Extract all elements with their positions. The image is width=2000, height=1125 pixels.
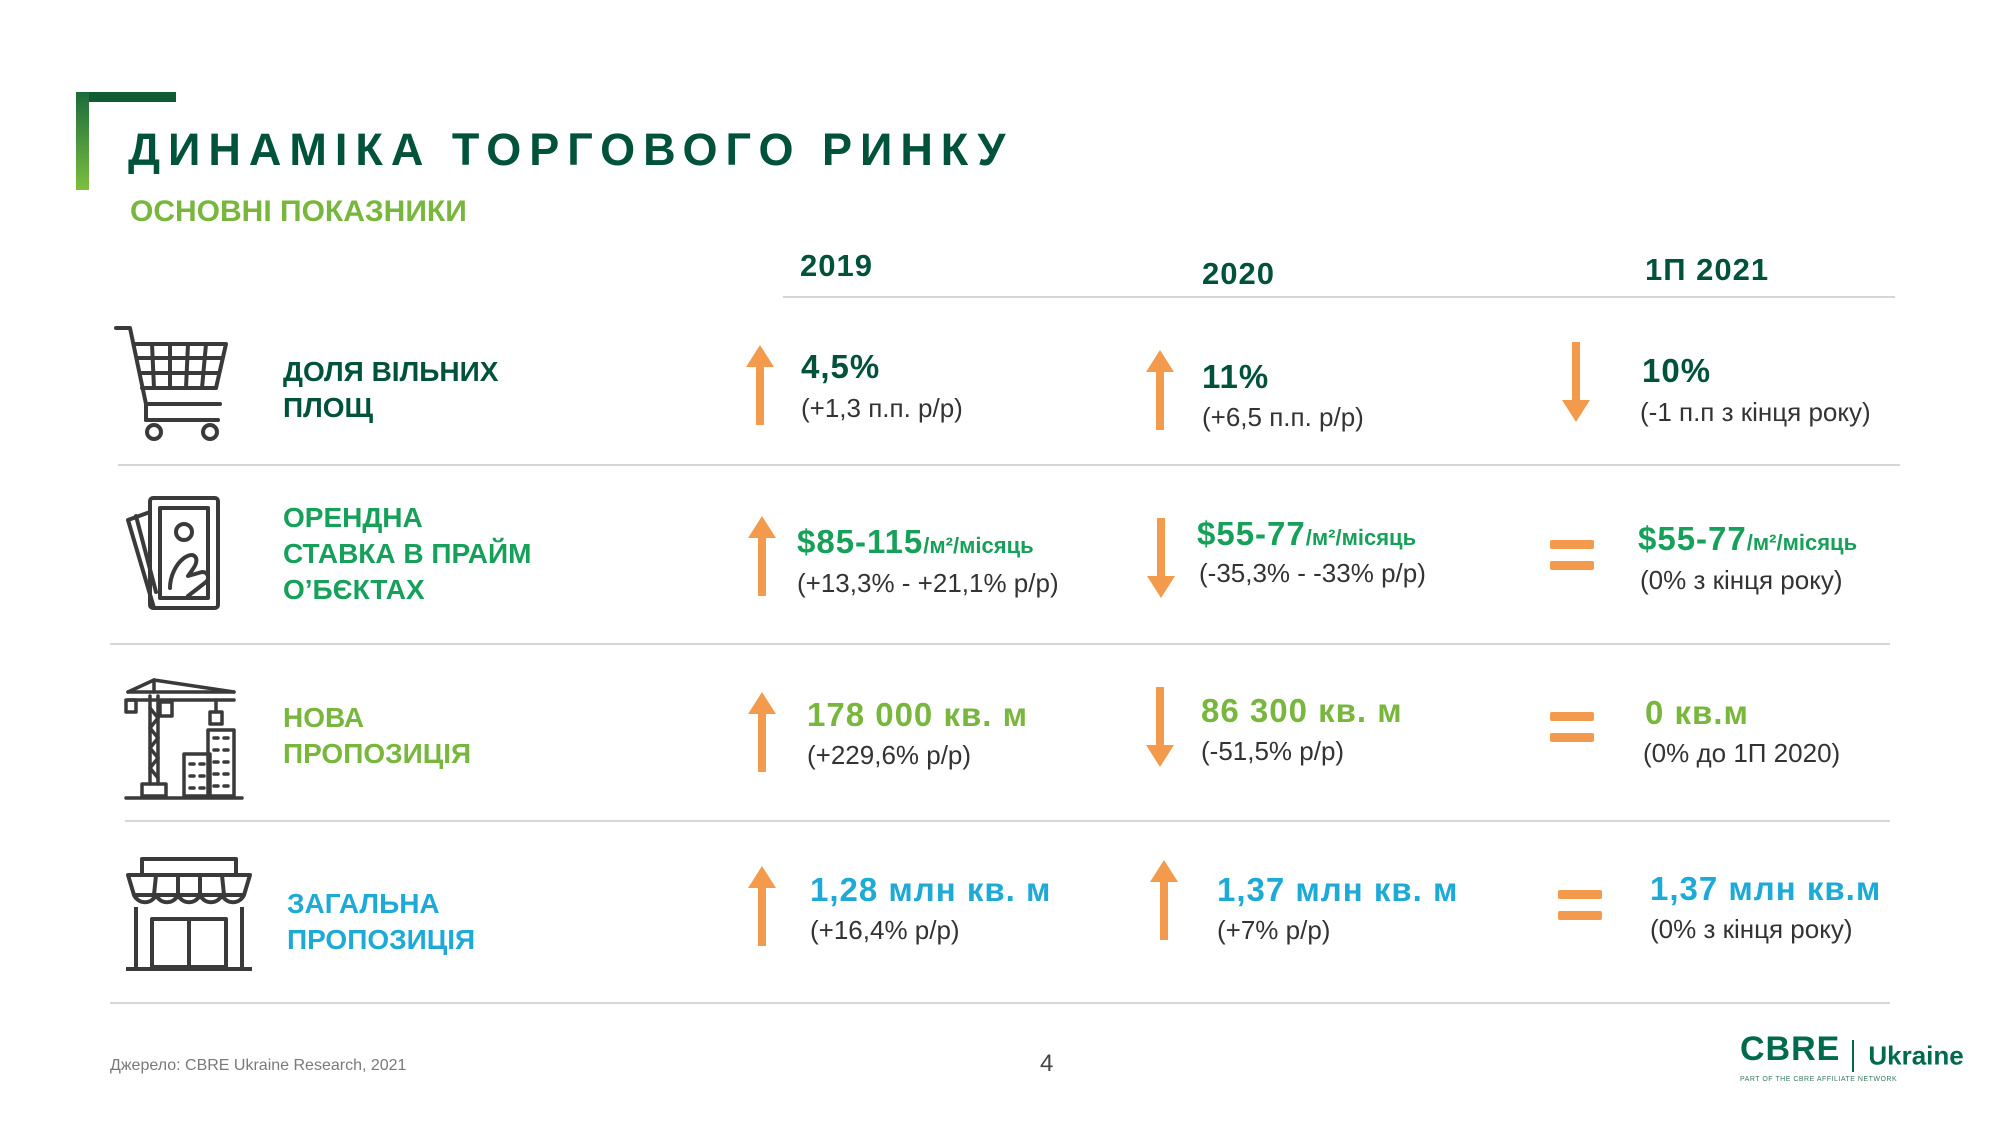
change-total-supply-1h2021: (0% з кінця року) <box>1650 914 1853 944</box>
equals-icon <box>1550 712 1594 742</box>
row-label-line: ПРОПОЗИЦІЯ <box>283 738 472 769</box>
change-total-supply-2019: (+16,4% р/р) <box>810 915 960 945</box>
value-total-supply-1h2021: 1,37 млн кв.м <box>1650 870 1882 907</box>
value-rent-2020: $55-77/м²/місяць <box>1197 515 1416 553</box>
rent-value: $55-77 <box>1638 520 1747 557</box>
equals-icon <box>1558 890 1602 920</box>
equals-icon <box>1550 540 1594 570</box>
source-note: Джерело: CBRE Ukraine Research, 2021 <box>110 1057 407 1074</box>
value-total-supply-2020: 1,37 млн кв. м <box>1217 871 1459 908</box>
logo-region: Ukraine <box>1868 1040 1964 1071</box>
arrow-down-icon <box>1147 518 1175 598</box>
logo-divider <box>1852 1039 1855 1072</box>
row-divider <box>125 820 1890 822</box>
title-accent-bar <box>76 92 176 102</box>
rent-unit: /м²/місяць <box>1746 530 1858 555</box>
arrow-up-icon <box>748 692 776 772</box>
rent-unit: /м²/місяць <box>1305 525 1417 550</box>
row-label-line: ПРОПОЗИЦІЯ <box>287 924 476 955</box>
row-label-line: ДОЛЯ ВІЛЬНИХ <box>283 356 499 387</box>
arrow-up-icon <box>1146 350 1174 430</box>
page-title: ДИНАМІКА ТОРГОВОГО РИНКУ <box>128 124 1014 175</box>
rent-value: $55-77 <box>1197 515 1306 552</box>
row-label-new-supply: НОВА ПРОПОЗИЦІЯ <box>283 700 471 772</box>
change-new-supply-2020: (-51,5% р/р) <box>1201 736 1345 766</box>
value-vacancy-1h2021: 10% <box>1642 352 1712 389</box>
column-header-2020: 2020 <box>1202 256 1275 291</box>
row-label-total-supply: ЗАГАЛЬНА ПРОПОЗИЦІЯ <box>287 886 475 958</box>
title-accent-bar-vertical <box>76 92 89 190</box>
rent-value: $85-115 <box>797 523 924 560</box>
change-vacancy-2020: (+6,5 п.п. р/р) <box>1202 402 1364 432</box>
row-label-line: ОРЕНДНА <box>283 502 423 533</box>
value-rent-2019: $85-115/м²/місяць <box>797 523 1034 561</box>
row-divider <box>118 464 1900 466</box>
change-vacancy-2019: (+1,3 п.п. р/р) <box>801 393 963 423</box>
value-new-supply-2020: 86 300 кв. м <box>1201 692 1403 729</box>
arrow-down-icon <box>1562 342 1590 422</box>
header-divider <box>783 296 1895 298</box>
change-rent-1h2021: (0% з кінця року) <box>1640 565 1843 595</box>
value-vacancy-2019: 4,5% <box>801 348 881 385</box>
value-rent-1h2021: $55-77/м²/місяць <box>1638 520 1857 558</box>
page-subtitle: ОСНОВНІ ПОКАЗНИКИ <box>130 195 467 228</box>
construction-crane-icon <box>124 678 244 800</box>
value-vacancy-2020: 11% <box>1202 358 1270 395</box>
arrow-up-icon <box>748 866 776 946</box>
row-divider <box>110 643 1890 645</box>
change-rent-2019: (+13,3% - +21,1% р/р) <box>797 568 1059 598</box>
change-vacancy-1h2021: (-1 п.п з кінця року) <box>1640 397 1871 427</box>
change-total-supply-2020: (+7% р/р) <box>1217 915 1331 945</box>
row-label-line: СТАВКА В ПРАЙМ <box>283 538 532 569</box>
arrow-down-icon <box>1146 687 1174 767</box>
cbre-ukraine-logo: CBRE Ukraine PART OF THE CBRE AFFILIATE N… <box>1740 1030 1964 1083</box>
storefront-icon <box>126 857 252 971</box>
change-rent-2020: (-35,3% - -33% р/р) <box>1199 558 1426 588</box>
rent-unit: /м²/місяць <box>923 533 1034 558</box>
logo-tagline: PART OF THE CBRE AFFILIATE NETWORK <box>1740 1075 1898 1083</box>
row-label-rent: ОРЕНДНА СТАВКА В ПРАЙМ О’БЄКТАХ <box>283 500 531 608</box>
value-new-supply-2019: 178 000 кв. м <box>807 696 1029 733</box>
change-new-supply-1h2021: (0% до 1П 2020) <box>1643 738 1841 768</box>
row-label-line: ЗАГАЛЬНА <box>287 888 440 919</box>
column-header-2019: 2019 <box>800 248 873 283</box>
shopping-cart-icon <box>114 326 228 441</box>
arrow-up-icon <box>1150 860 1178 940</box>
value-total-supply-2019: 1,28 млн кв. м <box>810 871 1052 908</box>
value-new-supply-1h2021: 0 кв.м <box>1645 694 1749 731</box>
row-label-vacancy: ДОЛЯ ВІЛЬНИХ ПЛОЩ <box>283 354 498 426</box>
row-label-line: О’БЄКТАХ <box>283 574 425 605</box>
page-number: 4 <box>1040 1050 1054 1077</box>
row-divider <box>110 1002 1890 1004</box>
arrow-up-icon <box>746 345 774 425</box>
logo-brand: CBRE <box>1740 1030 1841 1068</box>
column-header-1h2021: 1П 2021 <box>1645 252 1770 287</box>
row-label-line: НОВА <box>283 702 365 733</box>
money-hand-icon <box>126 496 220 610</box>
row-label-line: ПЛОЩ <box>283 392 374 423</box>
change-new-supply-2019: (+229,6% р/р) <box>807 740 972 770</box>
arrow-up-icon <box>748 516 776 596</box>
